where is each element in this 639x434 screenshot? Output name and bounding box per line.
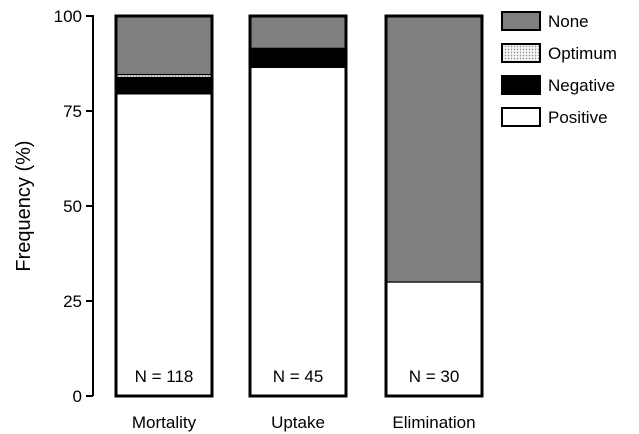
y-axis-label: Frequency (%) [13, 140, 35, 271]
y-tick-label-100: 100 [54, 7, 82, 26]
bar-segment-elimination-none [385, 15, 483, 283]
sample-size-label-elimination: N = 30 [409, 367, 460, 386]
legend-label-optimum: Optimum [548, 44, 617, 63]
legend-swatch-none [501, 11, 541, 31]
legend-swatch-negative [501, 75, 541, 95]
x-tick-label-uptake: Uptake [271, 413, 325, 432]
legend-swatch-positive [501, 107, 541, 127]
sample-size-label-uptake: N = 45 [273, 367, 324, 386]
bar-segment-elimination-positive [385, 281, 483, 397]
bar-segment-uptake-positive [249, 66, 347, 397]
y-tick-label-75: 75 [63, 102, 82, 121]
legend-swatch-optimum [501, 43, 541, 63]
y-tick-label-50: 50 [63, 197, 82, 216]
y-tick-label-25: 25 [63, 292, 82, 311]
x-tick-label-mortality: Mortality [132, 413, 197, 432]
bar-outline-uptake [248, 14, 348, 398]
legend-label-positive: Positive [548, 108, 608, 127]
legend-label-none: None [548, 12, 589, 31]
sample-size-label-mortality: N = 118 [135, 367, 194, 386]
bar-segment-mortality-none [115, 15, 213, 76]
bar-outline-elimination [384, 14, 484, 398]
bar-segment-mortality-negative [115, 76, 213, 95]
y-tick-label-0: 0 [73, 387, 82, 406]
bar-segment-uptake-negative [249, 47, 347, 68]
x-tick-label-elimination: Elimination [392, 413, 475, 432]
bar-outline-mortality [114, 14, 214, 398]
bar-segment-mortality-positive [115, 93, 213, 397]
legend-label-negative: Negative [548, 76, 615, 95]
bar-segment-uptake-none [249, 15, 347, 49]
